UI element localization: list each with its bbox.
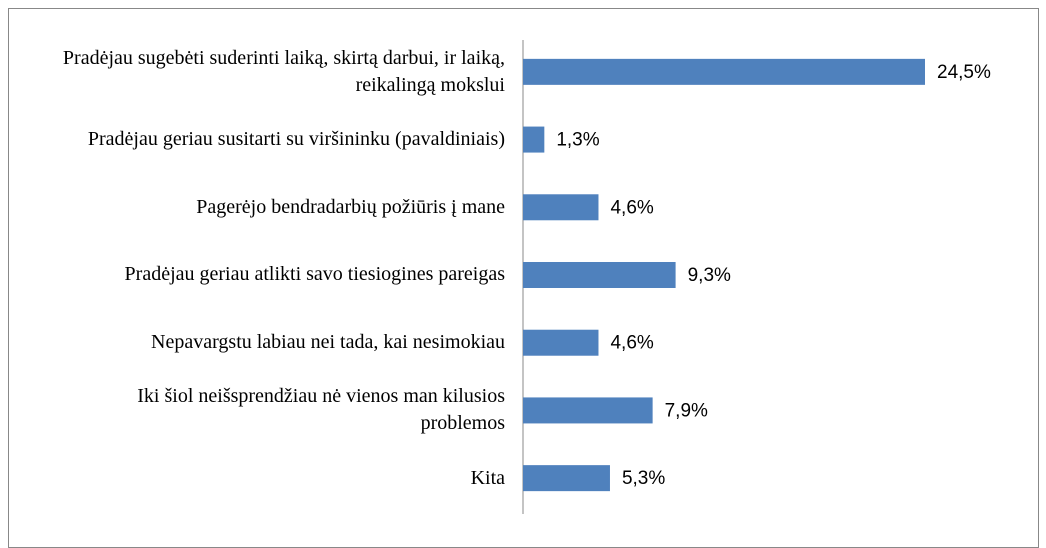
value-label: 5,3%	[622, 468, 665, 489]
bar	[523, 194, 599, 221]
category-label: Pradėjau geriau susitarti su viršininku …	[87, 128, 505, 151]
bar	[523, 465, 610, 492]
bar	[523, 126, 545, 153]
value-label: 24,5%	[937, 62, 991, 83]
bar	[523, 397, 653, 424]
category-label: Pagerėjo bendradarbių požiūris į mane	[196, 195, 505, 218]
value-label: 4,6%	[610, 197, 653, 218]
chart: 24,5% 1,3% 4,6% 9,3% 4,6% 7,9% 5,3%	[522, 40, 991, 514]
value-label: 1,3%	[556, 130, 599, 151]
category-label: Pradėjau sugebėti suderinti laiką, skirt…	[62, 46, 505, 96]
category-label: Nepavargstu labiau nei tada, kai nesimok…	[151, 331, 505, 354]
category-label: Kita	[470, 466, 505, 489]
bar	[523, 329, 599, 356]
category-label: Iki šiol neišsprendžiau nė vienos man ki…	[137, 385, 505, 435]
bar	[523, 262, 676, 288]
value-label: 4,6%	[610, 333, 653, 354]
page: 24,5%1,3%4,6%9,3%4,6%7,9%5,3% (() => { c…	[8, 8, 1039, 548]
value-label: 9,3%	[688, 265, 731, 286]
bar	[523, 58, 925, 85]
category-label: Pradėjau geriau atlikti savo tiesiogines…	[124, 263, 505, 286]
value-label: 7,9%	[665, 400, 708, 421]
